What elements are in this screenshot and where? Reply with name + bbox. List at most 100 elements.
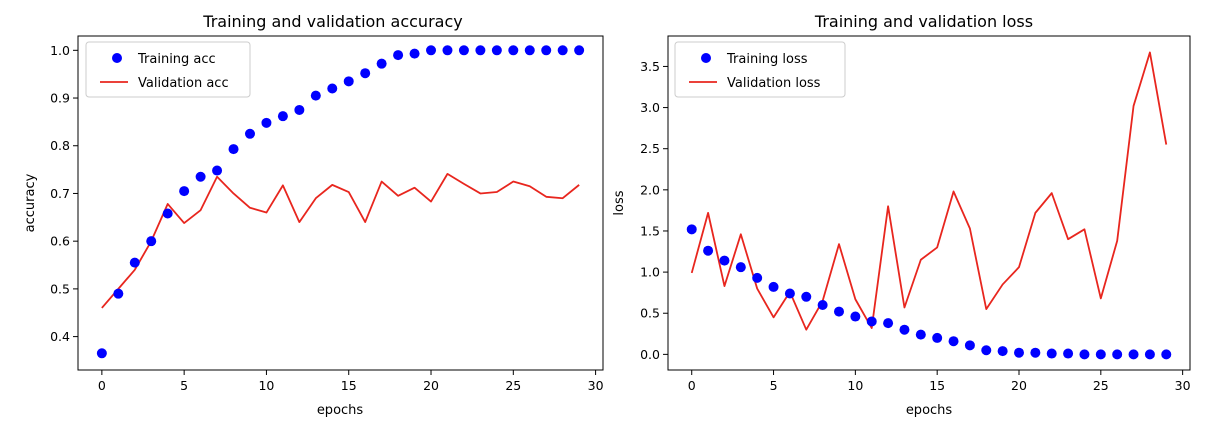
training-acc-point	[475, 45, 486, 56]
accuracy-x-tick-label: 5	[180, 378, 188, 393]
accuracy-y-tick-label: 0.6	[50, 234, 70, 249]
training-acc-point	[508, 45, 519, 56]
training-acc-point	[228, 144, 239, 155]
accuracy-y-tick-label: 0.9	[50, 91, 70, 106]
training-acc-point	[442, 45, 453, 56]
accuracy-legend: Training acc Validation acc	[85, 41, 251, 98]
accuracy-legend-box	[85, 41, 251, 98]
training-acc-point	[113, 288, 124, 299]
training-loss-point	[784, 288, 795, 299]
accuracy-y-tick-label: 0.7	[50, 186, 70, 201]
loss-ticks: 0 5 10 15 20 25 30 0.0 0.5 1.0 1.5 2.0 2.5 3.0 3.5	[640, 59, 1191, 393]
training-loss-point	[735, 262, 746, 273]
accuracy-series	[96, 45, 585, 359]
loss-legend-training-marker	[701, 53, 711, 63]
training-loss-point	[883, 318, 894, 329]
accuracy-ticks: 0 5 10 15 20 25 30 0.4 0.5 0.6 0.7 0.8 0.9 1.0	[50, 43, 603, 393]
training-loss-point	[1030, 347, 1041, 358]
training-acc-point	[96, 348, 107, 359]
loss-legend-box	[674, 41, 846, 98]
training-acc-point	[376, 58, 387, 69]
training-loss-point	[1144, 349, 1155, 360]
accuracy-x-tick-label: 0	[98, 378, 106, 393]
training-loss-point	[866, 316, 877, 327]
loss-x-tick-label: 5	[770, 378, 778, 393]
training-acc-point	[244, 128, 255, 139]
training-loss-point	[1112, 349, 1123, 360]
training-acc-point	[327, 83, 338, 94]
accuracy-chart-title: Training and validation accuracy	[202, 12, 462, 31]
loss-y-tick-label: 1.5	[640, 223, 660, 238]
training-loss-point	[817, 300, 828, 311]
accuracy-y-tick-label: 1.0	[50, 43, 70, 58]
training-acc-point	[146, 236, 157, 247]
loss-y-tick-label: 0.5	[640, 306, 660, 321]
training-acc-point	[557, 45, 568, 56]
accuracy-chart: Training and validation accuracy 0 5 10 15 2…	[23, 12, 604, 418]
loss-y-tick-label: 2.0	[640, 182, 660, 197]
training-acc-point	[458, 45, 469, 56]
training-loss-point	[1128, 349, 1139, 360]
training-acc-point	[491, 45, 502, 56]
loss-x-tick-label: 0	[688, 378, 696, 393]
accuracy-x-tick-label: 10	[258, 378, 274, 393]
training-acc-point	[129, 257, 140, 268]
loss-y-tick-label: 3.0	[640, 100, 660, 115]
training-acc-point	[310, 90, 321, 101]
accuracy-y-axis-label: accuracy	[23, 173, 38, 232]
training-loss-point	[752, 272, 763, 283]
accuracy-x-tick-label: 30	[588, 378, 604, 393]
training-acc-point	[179, 186, 190, 197]
loss-chart: Training and validation loss 0 5 10 15 20 25 3…	[612, 12, 1191, 418]
loss-x-tick-label: 20	[1011, 378, 1027, 393]
accuracy-x-tick-label: 20	[423, 378, 439, 393]
training-loss-point	[801, 291, 812, 302]
training-loss-point	[899, 324, 910, 335]
loss-x-tick-label: 15	[929, 378, 945, 393]
accuracy-y-tick-label: 0.8	[50, 138, 70, 153]
accuracy-x-tick-label: 25	[505, 378, 521, 393]
training-loss-point	[686, 224, 697, 235]
training-acc-point	[343, 76, 354, 87]
accuracy-legend-training-marker	[112, 53, 122, 63]
accuracy-legend-training-label: Training acc	[137, 52, 216, 67]
accuracy-x-tick-label: 15	[341, 378, 357, 393]
loss-chart-title: Training and validation loss	[814, 12, 1033, 31]
accuracy-y-tick-label: 0.5	[50, 281, 70, 296]
loss-x-tick-label: 30	[1175, 378, 1191, 393]
accuracy-x-axis-label: epochs	[317, 403, 364, 418]
training-acc-point	[574, 45, 585, 56]
training-acc-point	[360, 68, 371, 79]
training-loss-point	[1161, 349, 1172, 360]
loss-y-tick-label: 1.0	[640, 265, 660, 280]
training-loss-point	[1095, 349, 1106, 360]
training-loss-point	[964, 340, 975, 351]
training-loss-point	[1079, 349, 1090, 360]
loss-series	[686, 51, 1172, 360]
loss-legend-training-label: Training loss	[726, 52, 808, 67]
training-loss-point	[768, 281, 779, 292]
training-acc-point	[409, 48, 420, 59]
training-acc-point	[195, 171, 206, 182]
loss-x-tick-label: 25	[1093, 378, 1109, 393]
loss-legend: Training loss Validation loss	[674, 41, 846, 98]
training-acc-point	[277, 111, 288, 122]
training-acc-point	[261, 117, 272, 128]
loss-x-axis-label: epochs	[906, 403, 953, 418]
loss-y-tick-label: 3.5	[640, 59, 660, 74]
training-loss-point	[997, 346, 1008, 357]
loss-y-tick-label: 2.5	[640, 141, 660, 156]
training-acc-point	[541, 45, 552, 56]
accuracy-y-tick-label: 0.4	[50, 329, 70, 344]
accuracy-plot-frame	[77, 35, 604, 371]
accuracy-legend-validation-label: Validation acc	[138, 76, 229, 91]
training-acc-point	[426, 45, 437, 56]
training-acc-point	[524, 45, 535, 56]
training-loss-point	[1014, 347, 1024, 358]
loss-y-tick-label: 0.0	[640, 347, 660, 362]
training-loss-point	[834, 306, 844, 317]
training-loss-point	[1063, 348, 1074, 359]
training-acc-point	[162, 208, 173, 219]
training-loss-point	[1046, 348, 1057, 359]
